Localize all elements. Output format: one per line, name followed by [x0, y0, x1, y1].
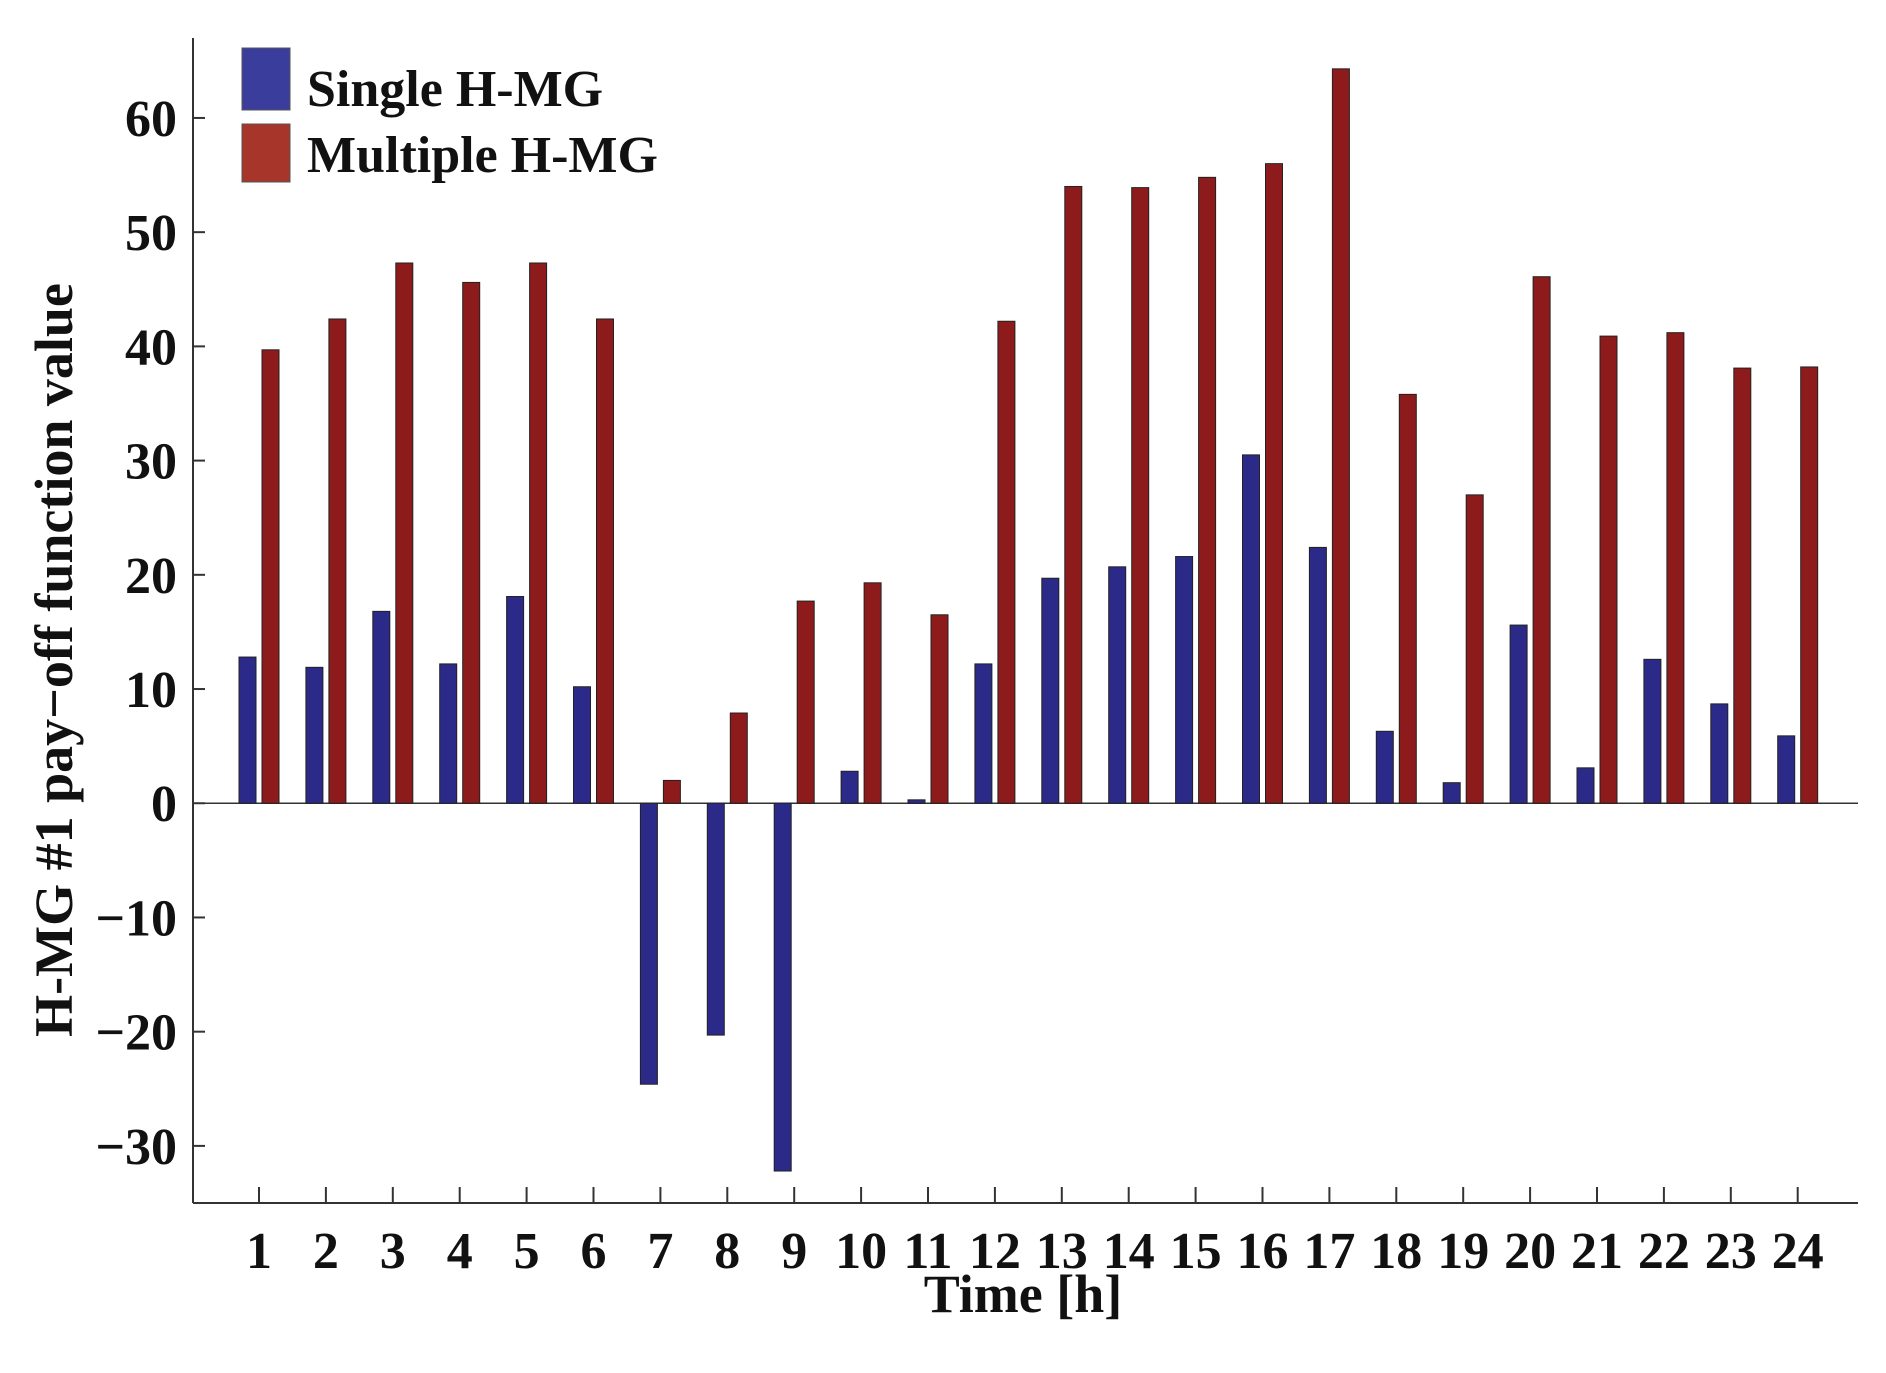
bar-single-hmg: [506, 596, 525, 804]
x-tick-label: 15: [1170, 1223, 1222, 1280]
x-tick-label: 20: [1504, 1223, 1556, 1280]
bar-multiple-hmg: [1800, 366, 1819, 804]
bar-multiple-hmg: [1666, 332, 1685, 804]
x-tick-label: 24: [1772, 1223, 1824, 1280]
y-axis-title: H-MG #1 pay−off function value: [24, 283, 84, 1037]
x-tick-label: 13: [1036, 1223, 1088, 1280]
x-tick-label: 2: [313, 1223, 339, 1280]
bar-single-hmg: [1442, 782, 1461, 804]
bar-multiple-hmg: [1398, 393, 1417, 804]
x-tick-label: 4: [447, 1223, 473, 1280]
bar-single-hmg: [305, 666, 324, 804]
bar-multiple-hmg: [1733, 367, 1752, 804]
bar-single-hmg: [639, 802, 658, 1085]
bar-single-hmg: [1576, 767, 1595, 804]
y-tick-label: 0: [151, 776, 177, 833]
y-tick-label: −30: [95, 1119, 177, 1176]
bar-multiple-hmg: [796, 600, 815, 804]
legend-swatch-multiple: [241, 123, 291, 183]
x-tick-label: 14: [1103, 1223, 1155, 1280]
bar-single-hmg: [573, 686, 591, 804]
bar-single-hmg: [1108, 566, 1127, 804]
legend-swatch-single: [241, 47, 291, 111]
y-tick-label: 50: [125, 205, 177, 262]
bar-multiple-hmg: [328, 318, 347, 804]
x-tick-label: 23: [1705, 1223, 1757, 1280]
y-tick-label: −10: [95, 890, 177, 947]
y-tick-label: −20: [95, 1005, 177, 1062]
x-tick-label: 22: [1638, 1223, 1690, 1280]
x-tick-label: 17: [1303, 1223, 1355, 1280]
bar-multiple-hmg: [1599, 335, 1618, 804]
bar-single-hmg: [840, 770, 859, 804]
bar-multiple-hmg: [462, 281, 481, 804]
bar-single-hmg: [1041, 577, 1060, 804]
bar-single-hmg: [773, 802, 792, 1172]
bar-single-hmg: [1710, 703, 1729, 804]
y-tick-label: 20: [125, 548, 177, 605]
bars: [238, 68, 1819, 1172]
bar-multiple-hmg: [997, 320, 1016, 804]
bar-multiple-hmg: [729, 712, 748, 804]
y-tick-label: 60: [125, 91, 177, 148]
bar-multiple-hmg: [529, 262, 548, 804]
bar-single-hmg: [1308, 546, 1327, 804]
bar-single-hmg: [1777, 735, 1796, 804]
legend-label-multiple: Multiple H-MG: [307, 127, 658, 184]
bar-single-hmg: [238, 656, 257, 804]
x-tick-label: 19: [1437, 1223, 1489, 1280]
x-tick-label: 16: [1237, 1223, 1289, 1280]
bar-multiple-hmg: [596, 318, 614, 804]
bar-single-hmg: [706, 802, 725, 1036]
bar-multiple-hmg: [863, 582, 882, 804]
bar-multiple-hmg: [1331, 68, 1350, 804]
x-tick-label: 3: [380, 1223, 406, 1280]
x-tick-label: 21: [1571, 1223, 1623, 1280]
bar-single-hmg: [974, 663, 993, 804]
x-tick-label: 12: [969, 1223, 1021, 1280]
bar-multiple-hmg: [930, 614, 949, 804]
x-tick-label: 11: [903, 1223, 952, 1280]
x-tick-label: 6: [581, 1223, 607, 1280]
bar-multiple-hmg: [1198, 176, 1217, 804]
x-tick-label: 8: [714, 1223, 740, 1280]
bar-multiple-hmg: [662, 779, 681, 804]
y-tick-label: 40: [125, 319, 177, 376]
x-tick-label: 9: [781, 1223, 807, 1280]
bar-single-hmg: [1509, 624, 1528, 804]
x-tick-label: 10: [835, 1223, 887, 1280]
bar-single-hmg: [372, 610, 391, 804]
bar-single-hmg: [1175, 556, 1194, 804]
bar-multiple-hmg: [395, 262, 414, 804]
legend: Single H-MG Multiple H-MG: [241, 47, 658, 184]
bar-multiple-hmg: [1064, 185, 1083, 804]
bar-single-hmg: [907, 799, 926, 804]
bar-multiple-hmg: [1131, 187, 1150, 804]
bar-single-hmg: [1643, 658, 1662, 804]
bar-multiple-hmg: [1265, 163, 1283, 804]
bar-single-hmg: [1242, 454, 1260, 804]
bar-multiple-hmg: [261, 349, 280, 804]
y-tick-label: 30: [125, 434, 177, 491]
legend-label-single: Single H-MG: [307, 61, 603, 118]
bar-multiple-hmg: [1465, 494, 1484, 804]
x-tick-label: 5: [514, 1223, 540, 1280]
x-axis-title: Time [h]: [924, 1264, 1123, 1324]
bar-multiple-hmg: [1532, 276, 1551, 804]
x-tick-label: 7: [647, 1223, 673, 1280]
bar-single-hmg: [439, 663, 458, 804]
y-tick-label: 10: [125, 662, 177, 719]
x-tick-label: 18: [1370, 1223, 1422, 1280]
x-tick-label: 1: [246, 1223, 272, 1280]
bar-single-hmg: [1375, 730, 1394, 804]
